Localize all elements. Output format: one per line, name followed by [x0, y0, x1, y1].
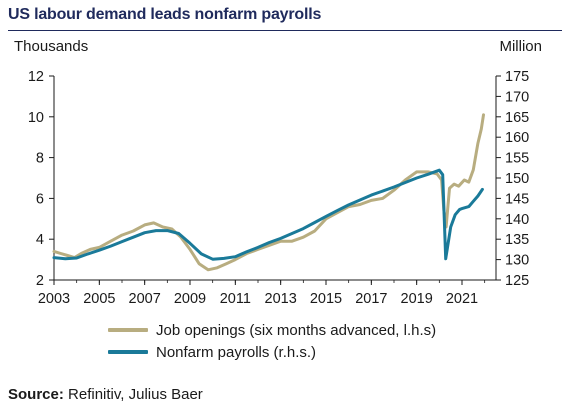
x-tick-label-2007: 2007 — [129, 291, 161, 307]
y-right-tick-label-125: 125 — [505, 273, 529, 289]
y-left-tick-label-6: 6 — [36, 191, 44, 207]
legend-item-nonfarm: Nonfarm payrolls (r.h.s.) — [108, 342, 436, 362]
y-right-tick-label-150: 150 — [505, 171, 529, 187]
x-tick-label-2009: 2009 — [174, 291, 206, 307]
series-line-job-openings — [52, 113, 485, 272]
y-left-tick-label-4: 4 — [36, 232, 44, 248]
x-tick-label-2011: 2011 — [220, 291, 251, 307]
y-right-tick-label-145: 145 — [505, 191, 529, 207]
legend-item-job-openings: Job openings (six months advanced, l.h.s… — [108, 320, 436, 340]
legend-label-nonfarm: Nonfarm payrolls (r.h.s.) — [156, 343, 317, 361]
legend: Job openings (six months advanced, l.h.s… — [108, 320, 436, 364]
legend-label-job-openings: Job openings (six months advanced, l.h.s… — [156, 321, 437, 339]
axes: 2003 2005 2007 2009 2011 2013 2015 2017 2019 2021… — [28, 69, 529, 307]
y-right-tick-label-135: 135 — [505, 232, 529, 248]
series-line-nonfarm — [52, 168, 484, 261]
x-tick-label-2003: 2003 — [38, 291, 70, 307]
y-left-tick-label-10: 10 — [28, 110, 44, 126]
title-rule — [8, 30, 562, 31]
chart-title: US labour demand leads nonfarm payrolls — [8, 6, 322, 23]
y-right-tick-label-140: 140 — [505, 212, 529, 228]
y-right-tick-label-130: 130 — [505, 253, 529, 269]
source-note: Source: Refinitiv, Julius Baer — [8, 386, 203, 403]
y-right-tick-label-175: 175 — [505, 69, 529, 85]
y-left-tick-label-8: 8 — [36, 151, 44, 167]
legend-swatch-job-openings — [108, 328, 148, 332]
source-text: Refinitiv, Julius Baer — [63, 386, 203, 403]
y-right-tick-label-160: 160 — [505, 130, 529, 146]
y-right-tick-label-155: 155 — [505, 151, 529, 167]
source-label: Source: — [8, 386, 64, 403]
legend-swatch-nonfarm — [108, 350, 148, 354]
series-layer — [52, 113, 485, 272]
y-right-tick-label-165: 165 — [505, 110, 529, 126]
y-left-tick-label-2: 2 — [36, 273, 44, 289]
x-tick-label-2021: 2021 — [446, 291, 478, 307]
x-tick-label-2015: 2015 — [310, 291, 342, 307]
y-right-tick-label-170: 170 — [505, 89, 529, 105]
right-axis-label: Million — [499, 38, 542, 55]
y-left-tick-label-12: 12 — [28, 69, 44, 85]
x-tick-label-2005: 2005 — [83, 291, 115, 307]
x-tick-label-2013: 2013 — [265, 291, 297, 307]
x-tick-label-2017: 2017 — [355, 291, 387, 307]
left-axis-label: Thousands — [14, 38, 89, 55]
x-tick-label-2019: 2019 — [401, 291, 433, 307]
